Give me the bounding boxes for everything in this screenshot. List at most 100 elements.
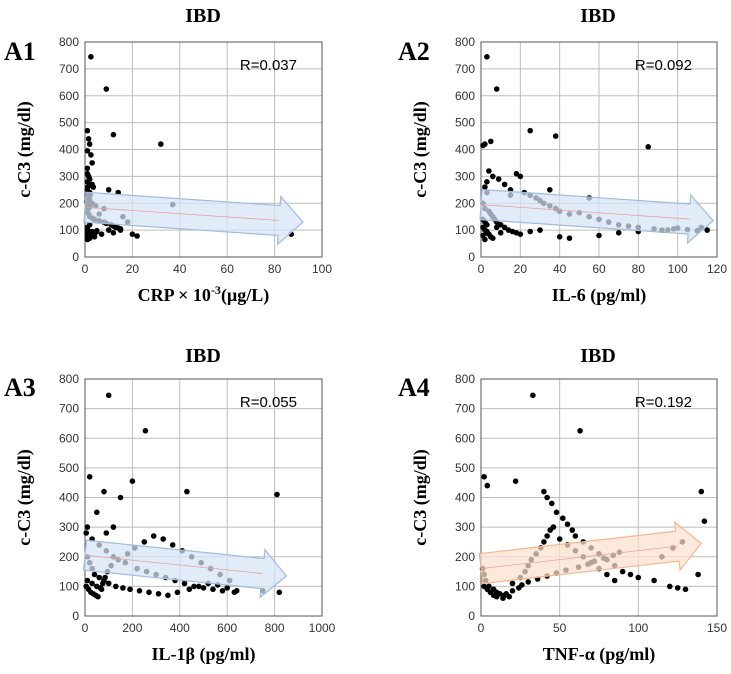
y-tick-label: 400 <box>455 491 475 505</box>
data-point <box>503 591 510 597</box>
data-point <box>103 530 110 536</box>
data-point <box>500 595 506 601</box>
data-point <box>117 227 124 233</box>
data-point <box>181 580 188 587</box>
data-point <box>490 235 496 241</box>
data-point <box>103 86 110 92</box>
data-point <box>89 160 95 166</box>
r-value: R=0.037 <box>240 57 297 74</box>
y-tick-label: 700 <box>59 402 79 416</box>
data-point <box>512 478 519 485</box>
panel-a3: IBD A3 0 200 400 600 800 1000 0 100 200 300 400 500 60… <box>4 345 336 665</box>
x-tick-label: 0 <box>82 621 89 635</box>
data-point <box>493 224 500 231</box>
chart-title: IBD <box>580 5 616 27</box>
data-point <box>553 509 560 516</box>
data-point <box>155 591 162 597</box>
trend-arrow <box>82 539 288 599</box>
x-tick-label: 100 <box>628 621 648 635</box>
data-point <box>698 488 705 495</box>
data-point <box>141 539 148 545</box>
data-point <box>105 227 112 233</box>
data-point <box>635 574 642 581</box>
y-tick-label: 200 <box>59 196 79 210</box>
data-point <box>501 181 508 188</box>
trend-arrow <box>479 188 714 245</box>
y-tick-label: 0 <box>72 609 79 623</box>
x-axis-label: IL-1β (pg/ml) <box>152 644 256 665</box>
data-point <box>276 589 283 596</box>
x-axis-label-unit: (µg/L) <box>221 285 269 306</box>
data-point <box>530 392 536 399</box>
x-tick-label: 0 <box>478 621 485 635</box>
y-tick-label: 500 <box>59 461 79 475</box>
y-tick-label: 300 <box>455 169 475 183</box>
y-tick-label: 700 <box>59 62 79 76</box>
x-tick-label: 0 <box>478 262 485 276</box>
data-point <box>136 588 143 594</box>
r-value: R=0.055 <box>240 394 297 411</box>
data-point <box>100 580 106 587</box>
data-point <box>481 474 487 480</box>
data-point <box>651 577 657 584</box>
data-point <box>611 577 618 584</box>
trend-line <box>84 554 263 574</box>
y-tick-label: 500 <box>59 116 79 130</box>
data-point <box>142 428 149 434</box>
x-axis-label-base: CRP × 10 <box>138 285 211 305</box>
y-tick-label: 600 <box>455 89 475 103</box>
data-point <box>84 524 91 530</box>
data-point <box>484 482 491 489</box>
data-point <box>169 542 176 548</box>
data-point <box>105 580 112 587</box>
x-axis-label-sup: -3 <box>211 283 221 297</box>
data-point <box>233 588 240 594</box>
data-point <box>186 586 193 593</box>
data-point <box>704 227 710 233</box>
data-point <box>552 133 559 139</box>
y-tick-label: 100 <box>455 579 475 593</box>
data-point <box>224 585 230 591</box>
data-point <box>564 521 571 527</box>
y-tick-label: 700 <box>455 62 475 76</box>
data-point <box>513 170 520 177</box>
data-point <box>160 536 166 542</box>
data-point <box>547 187 553 193</box>
data-point <box>274 491 280 498</box>
x-tick-label: 0 <box>82 262 89 276</box>
y-tick-label: 0 <box>468 609 475 623</box>
plot-frame <box>84 378 323 617</box>
data-point <box>525 579 531 585</box>
data-point <box>110 524 117 530</box>
data-point <box>490 173 496 180</box>
y-tick-label: 700 <box>455 402 475 416</box>
data-point <box>549 500 555 507</box>
data-point <box>98 231 105 237</box>
y-tick-label: 500 <box>455 461 475 475</box>
data-point <box>165 592 171 599</box>
trend-line <box>480 545 678 569</box>
data-point <box>495 176 502 182</box>
data-point <box>83 530 89 536</box>
panel-label: A2 <box>398 37 430 66</box>
x-tick-label: 20 <box>126 262 140 276</box>
data-point <box>84 148 91 154</box>
y-tick-label: 100 <box>59 579 79 593</box>
y-tick-label: 100 <box>59 223 79 237</box>
data-point <box>88 152 94 158</box>
y-tick-label: 800 <box>455 372 475 386</box>
data-point <box>615 230 622 236</box>
x-tick-label: 200 <box>122 621 142 635</box>
data-point <box>482 236 488 243</box>
data-point <box>84 127 91 134</box>
data-point <box>196 583 202 590</box>
y-axis-label: c-C3 (mg/dl) <box>410 101 431 197</box>
data-point <box>184 488 190 495</box>
trend-arrow <box>83 191 304 246</box>
y-tick-label: 300 <box>455 520 475 534</box>
data-point <box>493 86 500 92</box>
y-tick-label: 600 <box>59 89 79 103</box>
y-tick-label: 100 <box>455 223 475 237</box>
data-point <box>105 392 112 399</box>
plot-frame <box>480 41 718 258</box>
